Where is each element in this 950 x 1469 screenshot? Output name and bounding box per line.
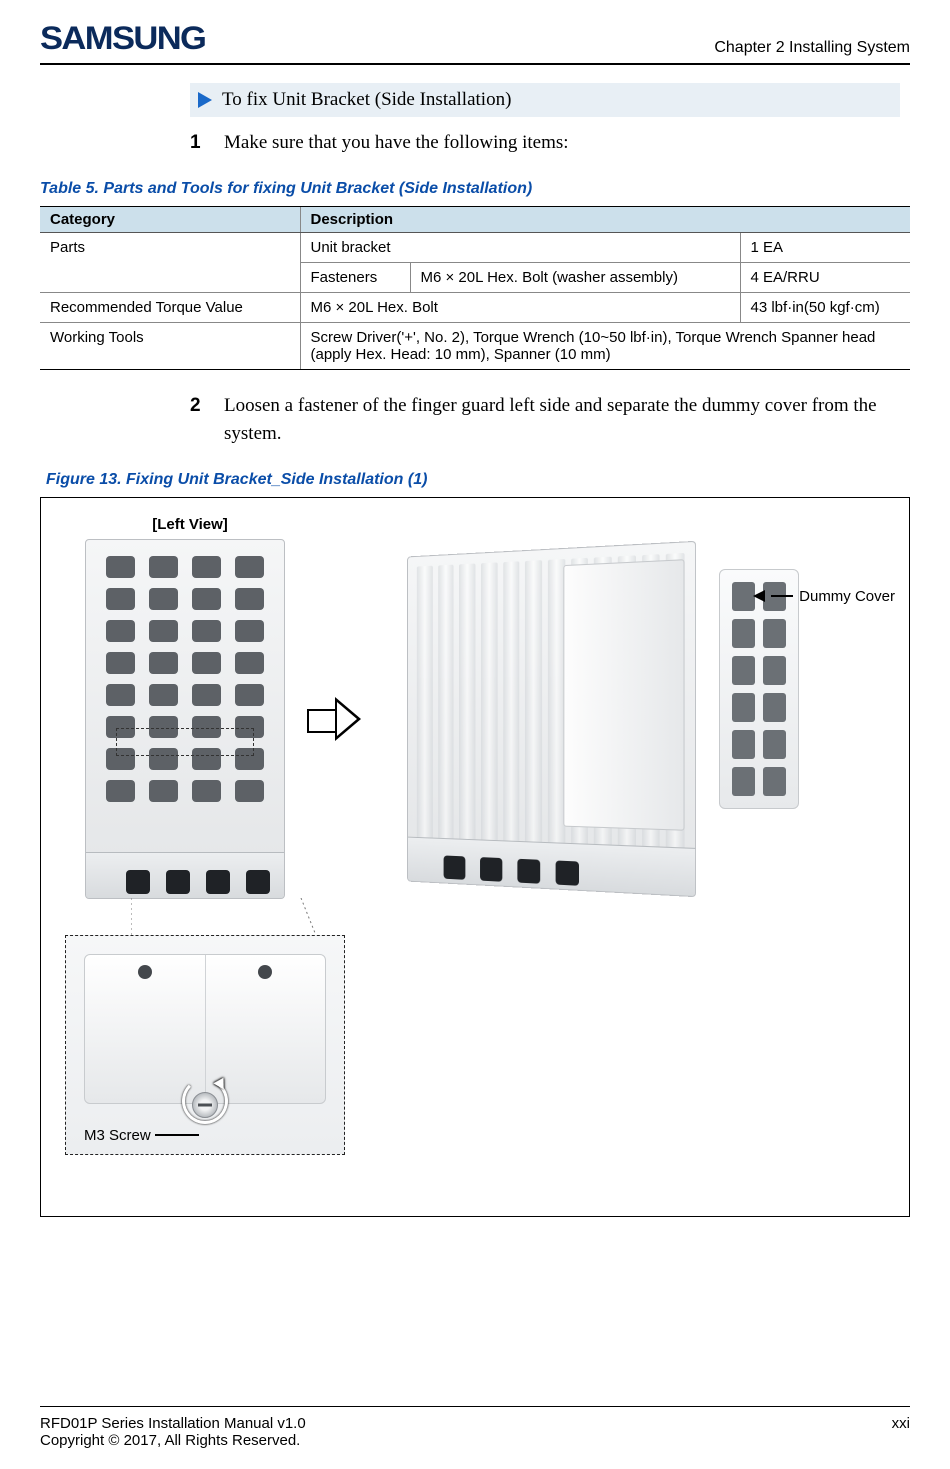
cell-torque-label: Recommended Torque Value	[40, 292, 300, 322]
arrow-left-icon	[753, 590, 765, 602]
device-perspective	[407, 540, 696, 896]
arrow-right-icon	[198, 92, 212, 108]
screw-detail-inset: M3 Screw	[65, 935, 345, 1155]
cell-parts-qty1: 1 EA	[740, 232, 910, 262]
table-row: Recommended Torque Value M6 × 20L Hex. B…	[40, 292, 910, 322]
step-number: 2	[190, 392, 208, 449]
table-caption: Table 5. Parts and Tools for fixing Unit…	[40, 180, 910, 198]
page-footer: RFD01P Series Installation Manual v1.0 C…	[40, 1406, 910, 1449]
dummy-cover-part	[719, 569, 799, 809]
page: SAMSUNG Chapter 2 Installing System To f…	[0, 0, 950, 1469]
parts-tools-table: Category Description Parts Unit bracket …	[40, 206, 910, 370]
dummy-cover-label: Dummy Cover	[799, 588, 895, 605]
procedure-heading-text: To fix Unit Bracket (Side Installation)	[222, 89, 511, 111]
cell-fasteners-label: Fasteners	[300, 262, 410, 292]
step-number: 1	[190, 129, 208, 158]
step-2: 2 Loosen a fastener of the finger guard …	[190, 392, 900, 449]
cell-torque-val: 43 lbf·in(50 kgf·cm)	[740, 292, 910, 322]
step-text: Make sure that you have the following it…	[224, 129, 569, 158]
footer-left: RFD01P Series Installation Manual v1.0 C…	[40, 1415, 306, 1449]
th-category: Category	[40, 206, 300, 232]
step-text: Loosen a fastener of the finger guard le…	[224, 392, 900, 449]
footer-copyright: Copyright © 2017, All Rights Reserved.	[40, 1432, 306, 1449]
table-row: Parts Unit bracket 1 EA	[40, 232, 910, 262]
arrow-right-icon	[307, 697, 363, 741]
procedure-heading: To fix Unit Bracket (Side Installation)	[190, 83, 900, 117]
figure-caption: Figure 13. Fixing Unit Bracket_Side Inst…	[46, 471, 910, 489]
rotation-arrow-icon	[182, 1078, 228, 1124]
left-view-label: [Left View]	[80, 516, 300, 533]
page-header: SAMSUNG Chapter 2 Installing System	[40, 20, 910, 65]
screw-area-highlight	[116, 728, 254, 756]
cell-torque-desc: M6 × 20L Hex. Bolt	[300, 292, 740, 322]
samsung-logo: SAMSUNG	[40, 20, 205, 57]
cell-parts-desc1: Unit bracket	[300, 232, 740, 262]
dummy-cover-callout: Dummy Cover	[753, 588, 895, 605]
cell-parts-label: Parts	[40, 232, 300, 292]
figure-13-box: [Left View]	[40, 497, 910, 1217]
cell-tools-label: Working Tools	[40, 322, 300, 369]
table-header-row: Category Description	[40, 206, 910, 232]
content-block-2: 2 Loosen a fastener of the finger guard …	[190, 392, 900, 449]
content-block-1: To fix Unit Bracket (Side Installation) …	[190, 83, 900, 158]
table-row: Working Tools Screw Driver('+', No. 2), …	[40, 322, 910, 369]
m3-screw-label: M3 Screw	[84, 1127, 151, 1144]
m3-screw-callout: M3 Screw	[84, 1127, 199, 1144]
chapter-title: Chapter 2 Installing System	[714, 39, 910, 57]
device-left-view	[85, 539, 285, 899]
step-1: 1 Make sure that you have the following …	[190, 129, 900, 158]
footer-manual-title: RFD01P Series Installation Manual v1.0	[40, 1415, 306, 1432]
footer-page-number: xxi	[892, 1415, 910, 1449]
cell-fasteners-desc: M6 × 20L Hex. Bolt (washer assembly)	[410, 262, 740, 292]
cell-tools-desc: Screw Driver('+', No. 2), Torque Wrench …	[300, 322, 910, 369]
th-description: Description	[300, 206, 910, 232]
cell-fasteners-qty: 4 EA/RRU	[740, 262, 910, 292]
